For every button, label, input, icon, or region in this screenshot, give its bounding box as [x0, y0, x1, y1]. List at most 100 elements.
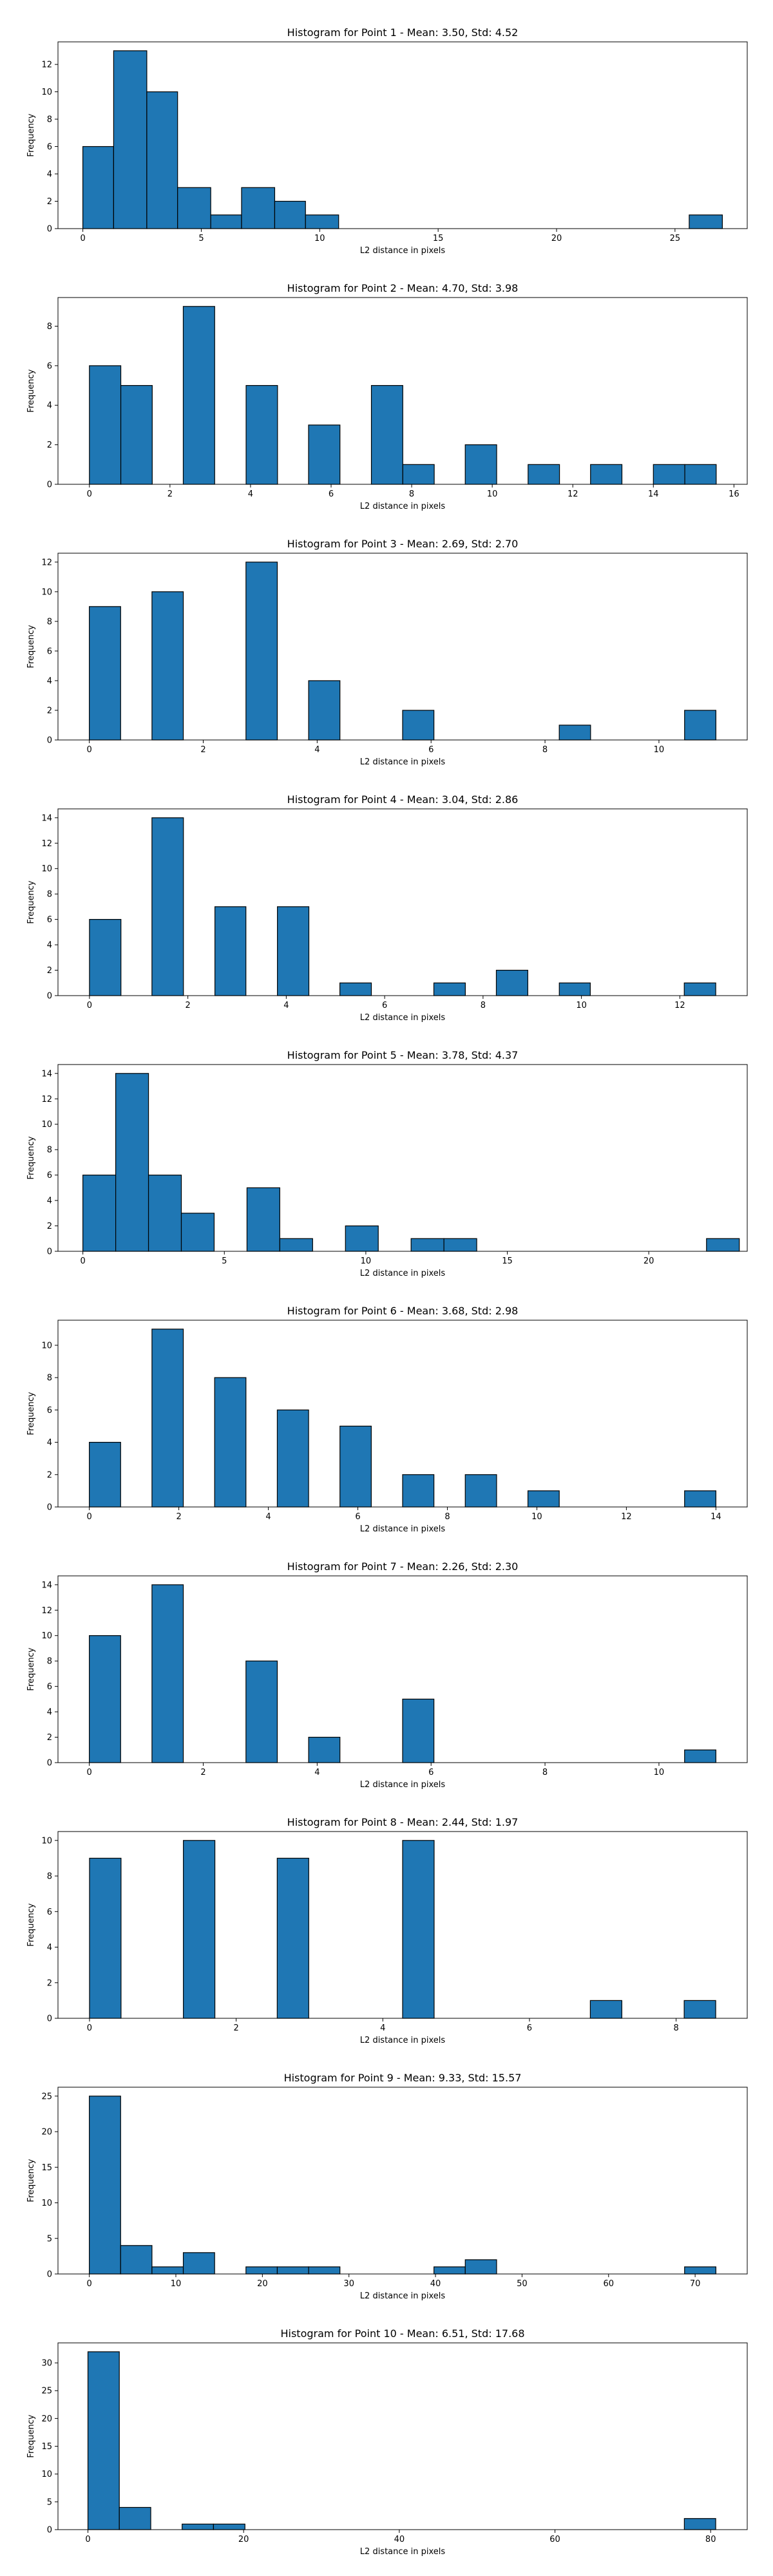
- histogram-bar: [246, 1187, 280, 1252]
- y-tick-label: 14: [41, 1069, 52, 1079]
- x-tick-label: 12: [621, 1512, 632, 1522]
- chart-title: Histogram for Point 6 - Mean: 3.68, Std:…: [287, 1305, 519, 1317]
- histogram-panel-6: 0 2 4 6 8 10 12 14 0 2 4 6 8 10 Histogram for Point 6 …: [26, 1305, 748, 1534]
- histogram-bar: [308, 424, 341, 485]
- chart-title: Histogram for Point 3 - Mean: 2.69, Std:…: [287, 538, 519, 550]
- histogram-bar: [464, 1474, 497, 1508]
- y-tick-label: 6: [47, 361, 52, 371]
- x-tick-label: 60: [549, 2535, 560, 2544]
- histogram-bar: [277, 906, 310, 996]
- histogram-bar: [89, 365, 122, 485]
- histogram-bar: [177, 187, 211, 229]
- y-tick-label: 2: [47, 966, 52, 976]
- x-tick-label: 12: [674, 1001, 685, 1010]
- y-tick-label: 6: [47, 1908, 52, 1917]
- x-tick-label: 70: [690, 2279, 701, 2289]
- x-tick-label: 5: [198, 234, 204, 243]
- y-tick-label: 0: [47, 2270, 52, 2280]
- axes-frame: [57, 1831, 748, 2019]
- y-tick-label: 25: [41, 2387, 52, 2396]
- y-tick-label: 4: [47, 401, 52, 411]
- histogram-bar: [495, 969, 528, 996]
- histogram-bar: [402, 1474, 435, 1508]
- x-axis-label: L2 distance in pixels: [360, 1524, 446, 1534]
- histogram-bar: [279, 1238, 313, 1252]
- x-tick-label: 2: [176, 1512, 181, 1522]
- histogram-bar: [402, 710, 435, 741]
- axes-frame: [57, 41, 748, 229]
- y-tick-label: 4: [47, 676, 52, 686]
- axes-frame: [57, 297, 748, 485]
- x-tick-label: 0: [87, 2023, 92, 2033]
- x-tick-label: 30: [343, 2279, 354, 2289]
- x-axis-label: L2 distance in pixels: [360, 1780, 446, 1790]
- x-tick-label: 6: [329, 489, 334, 499]
- x-tick-label: 2: [200, 745, 205, 755]
- histogram-bar: [433, 982, 466, 996]
- x-tick-label: 8: [542, 745, 548, 755]
- histogram-bar: [146, 91, 178, 229]
- histogram-bar: [151, 1584, 184, 1763]
- x-tick-label: 25: [670, 234, 681, 243]
- histogram-bar: [89, 919, 122, 996]
- y-tick-label: 8: [47, 890, 52, 900]
- histogram-bar: [182, 2523, 215, 2530]
- y-tick-label: 8: [47, 617, 52, 627]
- histogram-panel-7: 0 2 4 6 8 10 0 2 4 6 8 10 12 14 Histogram for Point 7 …: [26, 1560, 748, 1790]
- histogram-bar: [683, 2000, 716, 2019]
- y-tick-label: 15: [41, 2163, 52, 2173]
- histogram-bar: [148, 1175, 182, 1252]
- histogram-bar: [120, 2245, 153, 2275]
- x-tick-label: 2: [167, 489, 173, 499]
- x-axis-label: L2 distance in pixels: [360, 502, 446, 511]
- histogram-bar: [558, 724, 591, 741]
- x-tick-label: 14: [711, 1512, 721, 1522]
- histogram-panel-1: 0 5 10 15 20 25 0 2 4 6 8 10 12 Histogram for Point 1…: [26, 26, 748, 256]
- y-tick-label: 10: [41, 1341, 52, 1350]
- histogram-bar: [402, 464, 435, 485]
- x-tick-label: 14: [648, 489, 659, 499]
- x-tick-label: 0: [86, 1512, 91, 1522]
- histogram-bar: [528, 464, 560, 485]
- y-tick-label: 0: [47, 1759, 52, 1768]
- axes-frame: [57, 808, 748, 996]
- axes-frame: [57, 2087, 748, 2275]
- histogram-bar: [113, 50, 148, 229]
- x-axis-label: L2 distance in pixels: [360, 1013, 446, 1023]
- x-tick-label: 6: [428, 1768, 434, 1777]
- histogram-bar: [653, 464, 685, 485]
- x-tick-label: 10: [361, 1256, 372, 1266]
- x-tick-label: 10: [531, 1512, 542, 1522]
- y-tick-label: 12: [41, 558, 52, 567]
- y-tick-label: 0: [47, 992, 52, 1001]
- histogram-bar: [210, 214, 242, 229]
- x-tick-label: 15: [502, 1256, 513, 1266]
- y-tick-label: 10: [41, 864, 52, 874]
- x-tick-label: 0: [81, 1256, 86, 1266]
- y-tick-label: 4: [47, 1943, 52, 1953]
- histogram-bar: [180, 1213, 215, 1252]
- x-tick-label: 4: [314, 745, 320, 755]
- x-tick-label: 10: [171, 2279, 182, 2289]
- y-tick-label: 8: [47, 1657, 52, 1667]
- histogram-bar: [214, 1377, 247, 1508]
- histogram-bar: [684, 1490, 716, 1508]
- y-tick-label: 12: [41, 839, 52, 849]
- histogram-bar: [434, 2266, 466, 2275]
- y-tick-label: 8: [47, 322, 52, 332]
- histogram-bar: [706, 1238, 740, 1252]
- histogram-bar: [245, 1660, 278, 1763]
- x-tick-label: 20: [644, 1256, 654, 1266]
- x-tick-label: 0: [87, 489, 92, 499]
- chart-title: Histogram for Point 9 - Mean: 9.33, Std:…: [284, 2072, 522, 2084]
- histogram-bar: [213, 2523, 245, 2530]
- y-tick-label: 2: [47, 440, 52, 450]
- y-axis-label: Frequency: [26, 1136, 36, 1179]
- histogram-bar: [689, 214, 723, 229]
- y-tick-label: 10: [41, 2199, 52, 2208]
- axes-frame: [57, 553, 748, 741]
- histogram-bar: [89, 1857, 122, 2019]
- y-tick-label: 0: [47, 225, 52, 234]
- y-tick-label: 6: [47, 915, 52, 925]
